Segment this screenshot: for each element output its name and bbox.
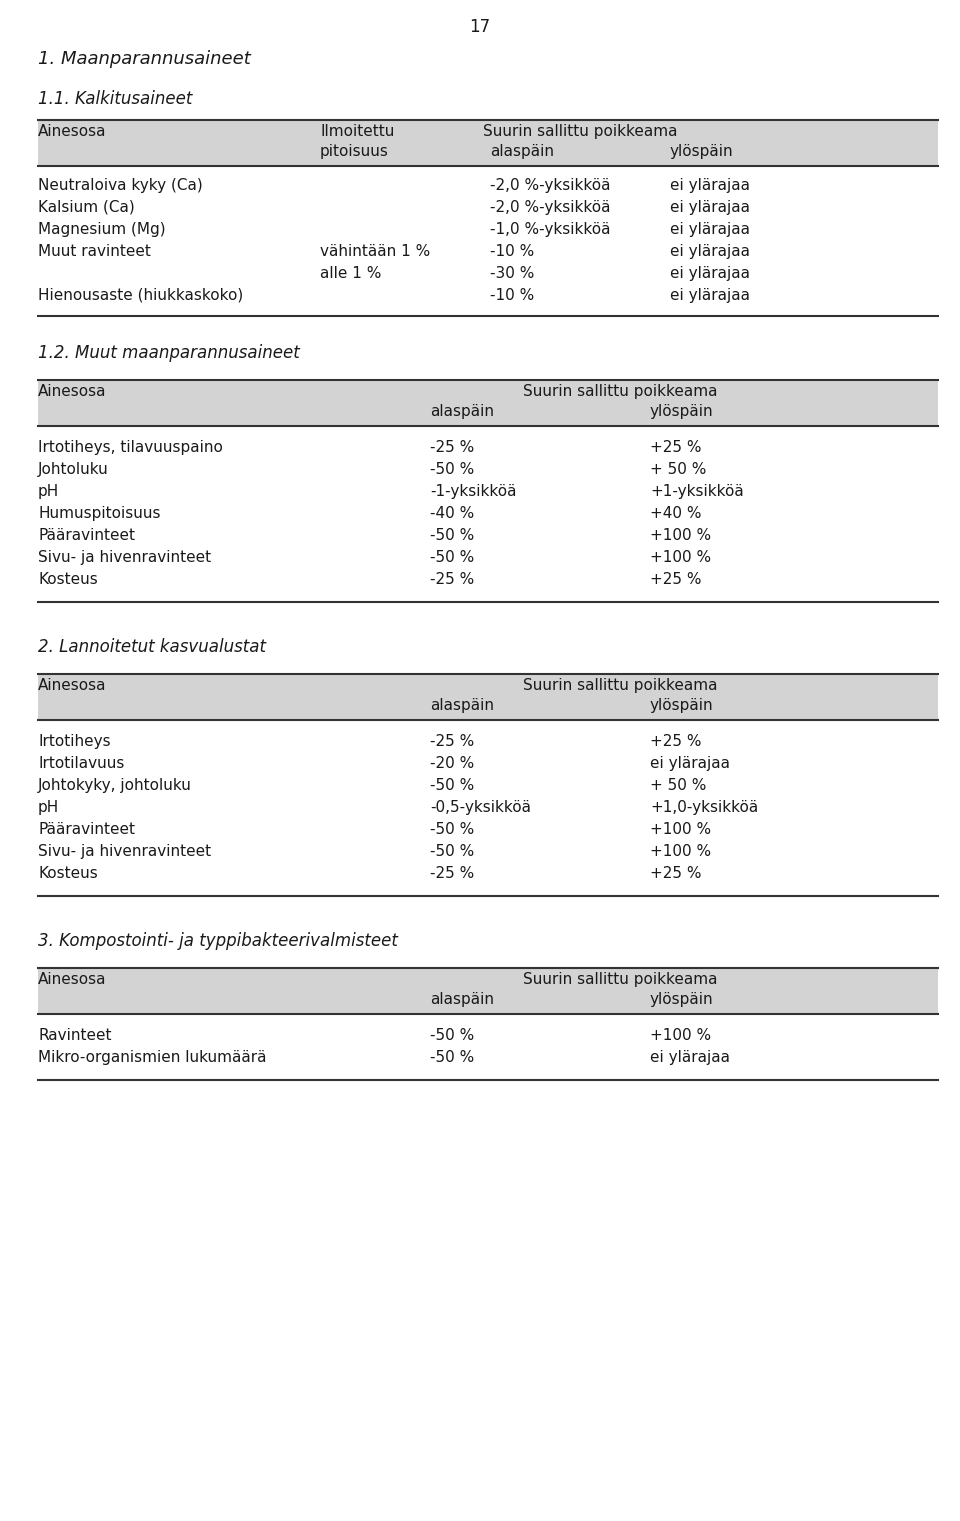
Text: Magnesium (Mg): Magnesium (Mg) <box>38 222 166 237</box>
Text: -20 %: -20 % <box>430 756 474 771</box>
Text: -1-yksikköä: -1-yksikköä <box>430 484 516 499</box>
Text: +25 %: +25 % <box>650 572 702 587</box>
Text: -0,5-yksikköä: -0,5-yksikköä <box>430 800 531 815</box>
Text: ei ylärajaa: ei ylärajaa <box>650 1049 730 1065</box>
Text: Johtoluku: Johtoluku <box>38 462 108 478</box>
Text: Hienousaste (hiukkaskoko): Hienousaste (hiukkaskoko) <box>38 287 243 303</box>
Text: Sivu- ja hivenravinteet: Sivu- ja hivenravinteet <box>38 551 211 564</box>
Text: Mikro-organismien lukumäärä: Mikro-organismien lukumäärä <box>38 1049 267 1065</box>
Text: -50 %: -50 % <box>430 844 474 859</box>
Text: -10 %: -10 % <box>490 287 535 303</box>
Bar <box>38 380 938 426</box>
Text: Pääravinteet: Pääravinteet <box>38 528 135 543</box>
Text: 3. Kompostointi- ja typpibakteerivalmisteet: 3. Kompostointi- ja typpibakteerivalmist… <box>38 932 397 951</box>
Text: pitoisuus: pitoisuus <box>320 144 389 160</box>
Text: ei ylärajaa: ei ylärajaa <box>670 178 750 193</box>
Text: +1,0-yksikköä: +1,0-yksikköä <box>650 800 758 815</box>
Text: -25 %: -25 % <box>430 572 474 587</box>
Text: -30 %: -30 % <box>490 266 535 281</box>
Text: Irtotilavuus: Irtotilavuus <box>38 756 125 771</box>
Text: ei ylärajaa: ei ylärajaa <box>670 222 750 237</box>
Text: -50 %: -50 % <box>430 551 474 564</box>
Bar <box>38 120 938 166</box>
Text: Ainesosa: Ainesosa <box>38 383 107 399</box>
Text: Muut ravinteet: Muut ravinteet <box>38 243 151 259</box>
Text: pH: pH <box>38 800 60 815</box>
Text: -50 %: -50 % <box>430 779 474 792</box>
Text: -25 %: -25 % <box>430 865 474 881</box>
Text: Ainesosa: Ainesosa <box>38 972 107 987</box>
Text: 1. Maanparannusaineet: 1. Maanparannusaineet <box>38 50 251 68</box>
Text: +25 %: +25 % <box>650 440 702 455</box>
Text: -2,0 %-yksikköä: -2,0 %-yksikköä <box>490 199 611 214</box>
Text: Kosteus: Kosteus <box>38 572 98 587</box>
Text: -40 %: -40 % <box>430 506 474 522</box>
Text: Ainesosa: Ainesosa <box>38 125 107 138</box>
Text: -25 %: -25 % <box>430 735 474 748</box>
Text: -1,0 %-yksikköä: -1,0 %-yksikköä <box>490 222 611 237</box>
Text: Kosteus: Kosteus <box>38 865 98 881</box>
Text: Irtotiheys: Irtotiheys <box>38 735 110 748</box>
Text: ei ylärajaa: ei ylärajaa <box>670 199 750 214</box>
Text: ylöspäin: ylöspäin <box>650 698 713 713</box>
Text: ylöspäin: ylöspäin <box>650 405 713 418</box>
Text: Irtotiheys, tilavuuspaino: Irtotiheys, tilavuuspaino <box>38 440 223 455</box>
Text: ei ylärajaa: ei ylärajaa <box>670 287 750 303</box>
Text: -2,0 %-yksikköä: -2,0 %-yksikköä <box>490 178 611 193</box>
Text: Kalsium (Ca): Kalsium (Ca) <box>38 199 134 214</box>
Text: 1.1. Kalkitusaineet: 1.1. Kalkitusaineet <box>38 90 192 108</box>
Text: vähintään 1 %: vähintään 1 % <box>320 243 430 259</box>
Text: +100 %: +100 % <box>650 844 711 859</box>
Text: alle 1 %: alle 1 % <box>320 266 381 281</box>
Text: +100 %: +100 % <box>650 551 711 564</box>
Text: Suurin sallittu poikkeama: Suurin sallittu poikkeama <box>523 678 717 694</box>
Text: -25 %: -25 % <box>430 440 474 455</box>
Text: -50 %: -50 % <box>430 528 474 543</box>
Text: + 50 %: + 50 % <box>650 779 707 792</box>
Text: alaspäin: alaspäin <box>430 992 494 1007</box>
Text: Johtokyky, johtoluku: Johtokyky, johtoluku <box>38 779 192 792</box>
Text: Suurin sallittu poikkeama: Suurin sallittu poikkeama <box>483 125 677 138</box>
Text: ylöspäin: ylöspäin <box>670 144 733 160</box>
Text: 2. Lannoitetut kasvualustat: 2. Lannoitetut kasvualustat <box>38 637 266 656</box>
Text: Ravinteet: Ravinteet <box>38 1028 111 1043</box>
Text: +100 %: +100 % <box>650 1028 711 1043</box>
Text: -50 %: -50 % <box>430 1049 474 1065</box>
Bar <box>38 967 938 1015</box>
Text: +1-yksikköä: +1-yksikköä <box>650 484 744 499</box>
Text: +100 %: +100 % <box>650 821 711 837</box>
Text: ei ylärajaa: ei ylärajaa <box>670 266 750 281</box>
Text: 1.2. Muut maanparannusaineet: 1.2. Muut maanparannusaineet <box>38 344 300 362</box>
Text: Pääravinteet: Pääravinteet <box>38 821 135 837</box>
Text: +40 %: +40 % <box>650 506 702 522</box>
Text: alaspäin: alaspäin <box>430 405 494 418</box>
Text: Sivu- ja hivenravinteet: Sivu- ja hivenravinteet <box>38 844 211 859</box>
Text: pH: pH <box>38 484 60 499</box>
Text: -50 %: -50 % <box>430 462 474 478</box>
Text: ei ylärajaa: ei ylärajaa <box>670 243 750 259</box>
Text: -10 %: -10 % <box>490 243 535 259</box>
Text: +25 %: +25 % <box>650 865 702 881</box>
Text: Ilmoitettu: Ilmoitettu <box>320 125 395 138</box>
Text: Suurin sallittu poikkeama: Suurin sallittu poikkeama <box>523 383 717 399</box>
Text: +100 %: +100 % <box>650 528 711 543</box>
Text: 17: 17 <box>469 18 491 37</box>
Text: Ainesosa: Ainesosa <box>38 678 107 694</box>
Text: + 50 %: + 50 % <box>650 462 707 478</box>
Text: +25 %: +25 % <box>650 735 702 748</box>
Text: Humuspitoisuus: Humuspitoisuus <box>38 506 160 522</box>
Text: -50 %: -50 % <box>430 1028 474 1043</box>
Text: alaspäin: alaspäin <box>490 144 554 160</box>
Text: -50 %: -50 % <box>430 821 474 837</box>
Bar <box>38 674 938 719</box>
Text: ei ylärajaa: ei ylärajaa <box>650 756 730 771</box>
Text: Neutraloiva kyky (Ca): Neutraloiva kyky (Ca) <box>38 178 203 193</box>
Text: alaspäin: alaspäin <box>430 698 494 713</box>
Text: ylöspäin: ylöspäin <box>650 992 713 1007</box>
Text: Suurin sallittu poikkeama: Suurin sallittu poikkeama <box>523 972 717 987</box>
